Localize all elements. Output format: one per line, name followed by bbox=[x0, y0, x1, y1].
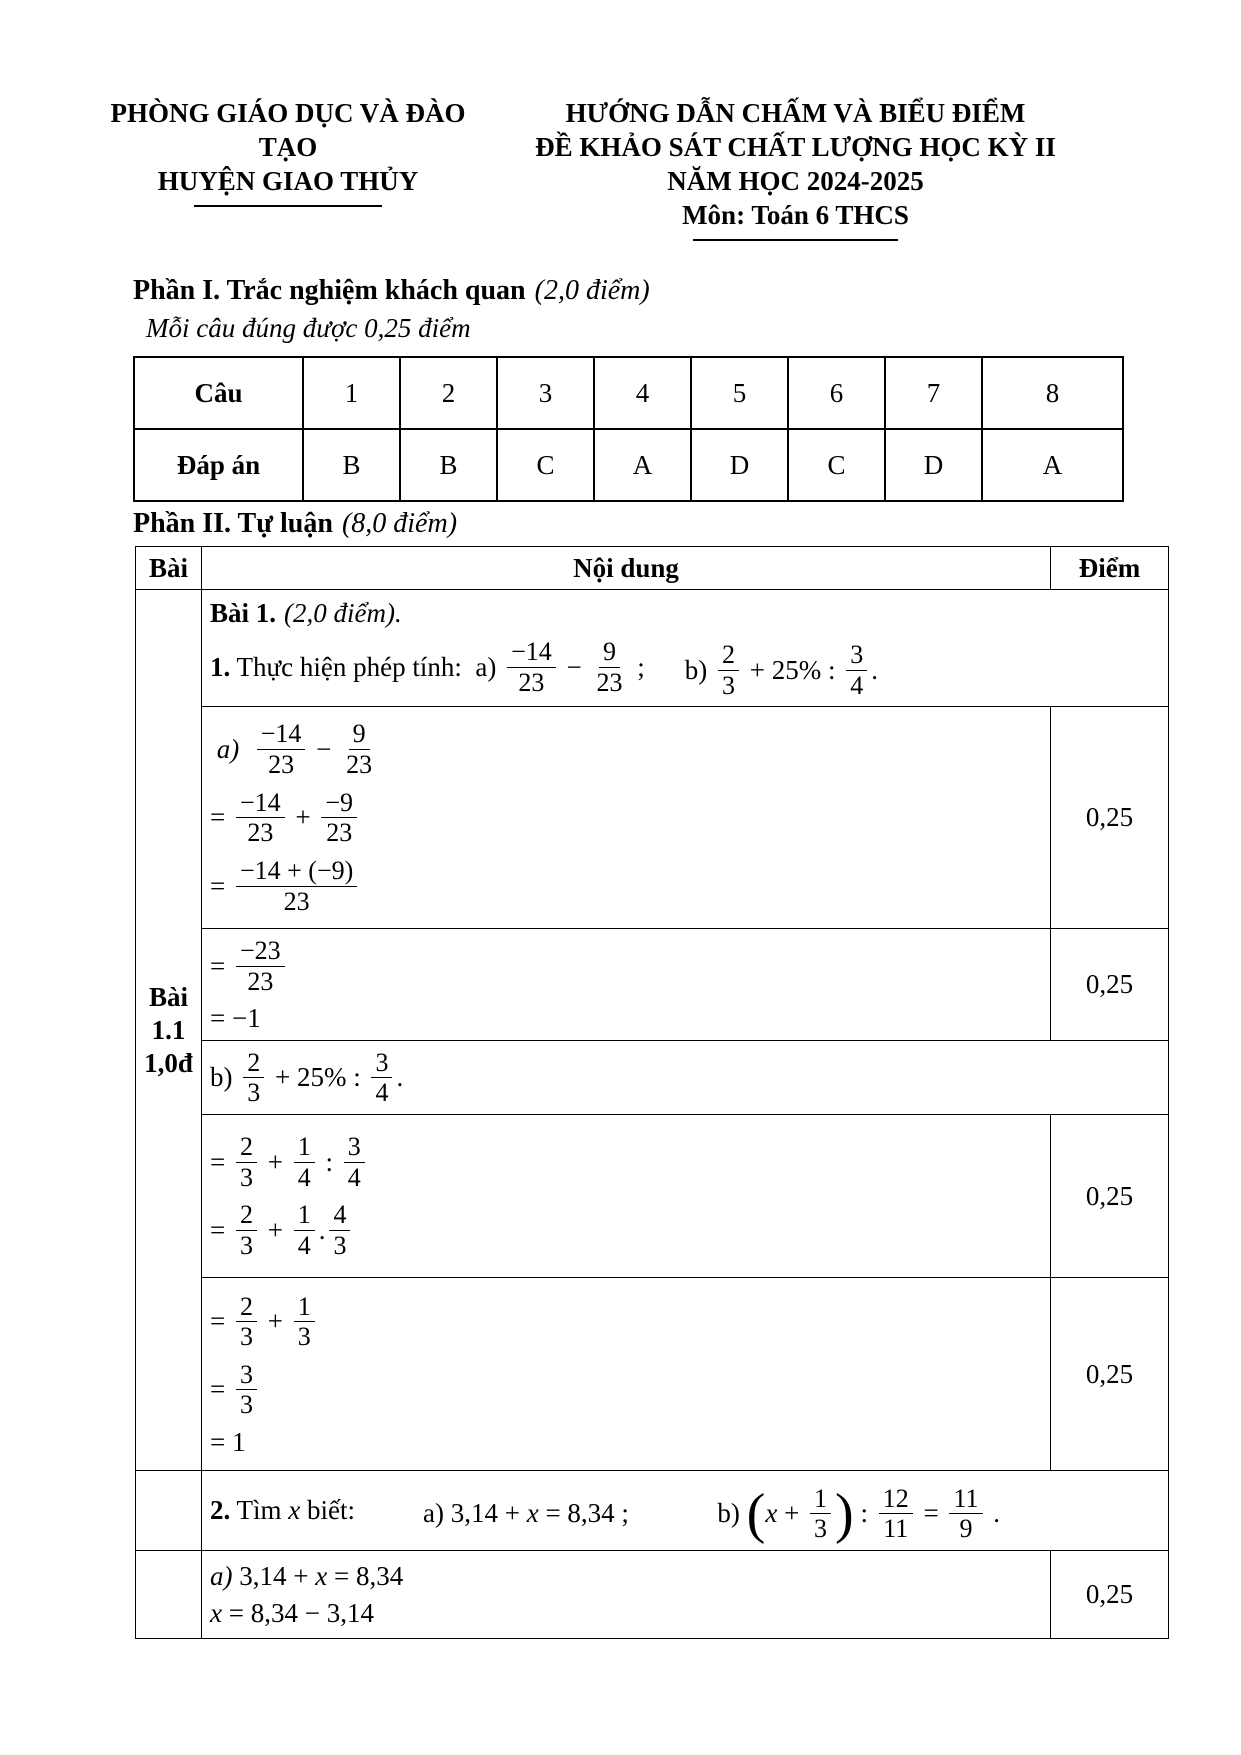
answer-value: B bbox=[302, 428, 401, 502]
score-value: 0,25 bbox=[1050, 706, 1169, 930]
grading-table-header-row: Bài Nội dung Điểm bbox=[135, 546, 1169, 590]
answer-value: C bbox=[496, 428, 595, 502]
question-number: 4 bbox=[593, 356, 692, 430]
solution-a-step2-cell: = −23 23 = −1 bbox=[201, 928, 1051, 1042]
grading-table: Bài Nội dung Điểm Bài 1.1 1,0đ Bài 1. (2,… bbox=[135, 546, 1169, 1640]
table-row: 2. Tìm x biết: a) 3,14 + x = 8,34 ; b) (… bbox=[135, 1470, 1169, 1552]
math-line: = −1 bbox=[210, 1003, 261, 1034]
doc-title-line2: ĐỀ KHẢO SÁT CHẤT LƯỢNG HỌC KỲ II bbox=[535, 132, 1056, 162]
math-line: = −23 23 bbox=[210, 935, 1042, 997]
header-right-underline bbox=[693, 239, 898, 241]
question1-part-a: 1. Thực hiện phép tính: a) −14 23 − 9 23 ; bbox=[210, 637, 645, 697]
question-number: 8 bbox=[981, 356, 1124, 430]
part1-points-note: (2,0 điểm) bbox=[534, 275, 650, 306]
answer-row: Đáp án B B C A D C D A bbox=[133, 428, 1124, 502]
question-number: 5 bbox=[690, 356, 789, 430]
empty-bai-cell bbox=[135, 1550, 202, 1640]
answer-value: B bbox=[399, 428, 498, 502]
answer-value: A bbox=[981, 428, 1124, 502]
issuing-office-block: PHÒNG GIÁO DỤC VÀ ĐÀO TẠO HUYỆN GIAO THỦ… bbox=[108, 96, 468, 241]
column-header-noi-dung: Nội dung bbox=[201, 546, 1051, 590]
question-number: 2 bbox=[399, 356, 498, 430]
math-line: = 1 bbox=[210, 1427, 246, 1457]
score-value: 0,25 bbox=[1050, 928, 1169, 1042]
answer-value: D bbox=[884, 428, 983, 502]
answer-value: D bbox=[690, 428, 789, 502]
table-row: Bài 1.1 1,0đ Bài 1. (2,0 điểm). 1. Thực h… bbox=[135, 588, 1169, 1472]
doc-title-line3: NĂM HỌC 2024-2025 bbox=[667, 166, 924, 196]
empty-bai-cell bbox=[135, 1470, 202, 1552]
question-number: 7 bbox=[884, 356, 983, 430]
question1-line: 1. Thực hiện phép tính: a) −14 23 − 9 23 ;… bbox=[210, 633, 1160, 701]
part2-title: Phần II. Tự luận bbox=[133, 508, 333, 539]
doc-title-line1: HƯỚNG DẪN CHẤM VÀ BIỂU ĐIỂM bbox=[565, 98, 1026, 128]
question2-part-a: a) 3,14 + x = 8,34 ; bbox=[423, 1498, 629, 1529]
score-value: 0,25 bbox=[1050, 1114, 1169, 1279]
solution-a-step1-cell: a) −14 23 − 9 23 = −14 23 + −9 23 = −14 + (−… bbox=[201, 706, 1051, 930]
bai1-heading: Bài 1. (2,0 điểm). bbox=[210, 598, 1160, 629]
question-number: 1 bbox=[302, 356, 401, 430]
table-row: a) −14 23 − 9 23 = −14 23 + −9 23 = −14 + (−… bbox=[136, 706, 1169, 930]
row-label-cau: Câu bbox=[133, 356, 304, 430]
math-line: a) −14 23 − 9 23 bbox=[210, 719, 373, 779]
bai-1-1-label-cell: Bài 1.1 1,0đ bbox=[135, 588, 202, 1472]
question-number: 6 bbox=[787, 356, 886, 430]
solution-2a-cell: a) 3,14 + x = 8,34 x = 8,34 − 3,14 bbox=[201, 1550, 1051, 1640]
office-name-line2: HUYỆN GIAO THỦY bbox=[157, 166, 419, 196]
math-line: = −14 23 + −9 23 bbox=[210, 787, 1042, 849]
bai1-heading-points: (2,0 điểm). bbox=[284, 598, 402, 628]
answer-value: C bbox=[787, 428, 886, 502]
answer-key-table: Câu 1 2 3 4 5 6 7 8 Đáp án B B C A D C D… bbox=[133, 356, 1124, 502]
question2-statement-cell: 2. Tìm x biết: a) 3,14 + x = 8,34 ; b) (… bbox=[201, 1470, 1169, 1552]
table-row: a) 3,14 + x = 8,34 x = 8,34 − 3,14 0,25 bbox=[135, 1550, 1169, 1640]
bai1-statement-cell: Bài 1. (2,0 điểm). 1. Thực hiện phép tính… bbox=[201, 588, 1169, 708]
question2-part-b: b) (x + 1 3) : 12 11 = 11 9 . bbox=[717, 1482, 1000, 1545]
math-line: = −14 + (−9) 23 bbox=[210, 855, 1042, 917]
part1-heading: Phần I. Trắc nghiệm khách quan (2,0 điểm) bbox=[133, 275, 1241, 307]
score-value: 0,25 bbox=[1050, 1550, 1169, 1640]
bai1-heading-bold: Bài 1. bbox=[210, 598, 277, 628]
part1-title: Phần I. Trắc nghiệm khách quan bbox=[133, 275, 526, 306]
header-left-underline bbox=[194, 205, 382, 207]
question2-intro: 2. Tìm x biết: bbox=[210, 1495, 355, 1526]
column-header-bai: Bài bbox=[135, 546, 202, 590]
math-line: x = 8,34 − 3,14 bbox=[210, 1597, 374, 1628]
doc-subject-line: Môn: Toán 6 THCS bbox=[682, 200, 909, 230]
document-header: PHÒNG GIÁO DỤC VÀ ĐÀO TẠO HUYỆN GIAO THỦ… bbox=[0, 0, 1241, 241]
part1-subtitle: Mỗi câu đúng được 0,25 điểm bbox=[146, 313, 471, 343]
part2-heading: Phần II. Tự luận (8,0 điểm) bbox=[133, 508, 1241, 540]
question2-line: 2. Tìm x biết: a) 3,14 + x = 8,34 ; b) (… bbox=[210, 1477, 1160, 1545]
bai-label-line1: Bài bbox=[148, 981, 188, 1012]
math-line: a) 3,14 + x = 8,34 bbox=[210, 1560, 404, 1591]
bai-label-line2: 1.1 bbox=[151, 1014, 186, 1045]
score-value: 0,25 bbox=[1050, 1277, 1169, 1472]
row-label-dap-an: Đáp án bbox=[133, 428, 304, 502]
table-row: = −23 23 = −1 0,25 bbox=[136, 928, 1169, 1042]
office-name-line1: PHÒNG GIÁO DỤC VÀ ĐÀO TẠO bbox=[110, 98, 466, 162]
question-number-row: Câu 1 2 3 4 5 6 7 8 bbox=[133, 356, 1124, 430]
answer-value: A bbox=[593, 428, 692, 502]
bai-label-line3: 1,0đ bbox=[144, 1047, 193, 1078]
part2-points-note: (8,0 điểm) bbox=[341, 508, 458, 539]
question-number: 3 bbox=[496, 356, 595, 430]
column-header-diem: Điểm bbox=[1050, 546, 1169, 590]
document-title-block: HƯỚNG DẪN CHẤM VÀ BIỂU ĐIỂM ĐỀ KHẢO SÁT … bbox=[523, 96, 1068, 241]
